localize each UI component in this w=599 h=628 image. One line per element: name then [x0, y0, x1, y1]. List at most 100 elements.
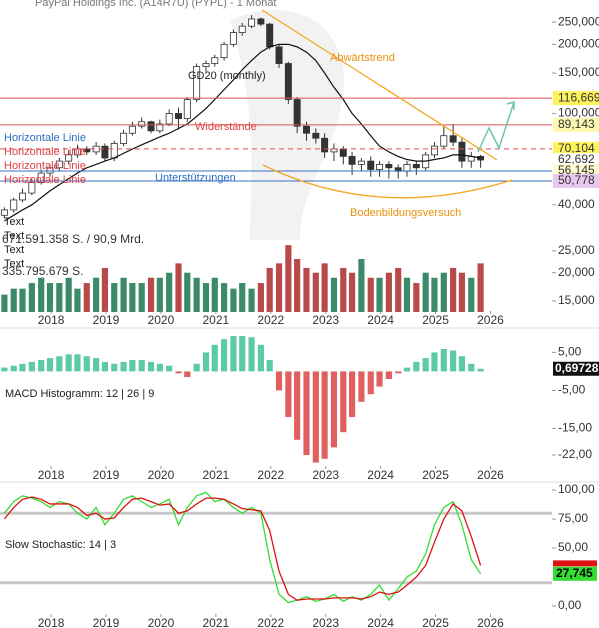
annotation: Horizontale Linie: [4, 160, 86, 172]
candle-body: [376, 163, 384, 170]
candle-body: [0, 209, 8, 216]
volume-bar: [193, 277, 200, 312]
volume-bar: [211, 277, 218, 312]
macd-bar: [257, 344, 264, 372]
macd-bar: [211, 344, 218, 372]
volume-bar: [450, 267, 457, 312]
volume-bar: [422, 272, 429, 312]
y-tick-label: 50,00: [558, 540, 588, 554]
volume-bar: [266, 267, 273, 312]
macd-bar: [28, 361, 35, 372]
value-box: [553, 566, 597, 581]
y-tick-label: 250,000: [558, 14, 599, 28]
macd-bar: [120, 361, 127, 372]
volume-bar: [257, 283, 264, 312]
candle-body: [211, 57, 219, 64]
series-label: GD20 (monthly): [188, 70, 266, 82]
macd-bar: [458, 356, 466, 372]
volume-bar: [239, 283, 246, 312]
candle-body: [293, 99, 301, 127]
candle-body: [339, 148, 347, 157]
macd-bar: [93, 358, 100, 372]
macd-bar: [376, 371, 383, 387]
y-tick-label: 200,000: [558, 37, 599, 51]
x-tick-label: 2020: [148, 468, 175, 482]
volume-bar: [431, 277, 438, 312]
volume-bar: [348, 272, 356, 312]
macd-bar: [385, 371, 392, 380]
macd-bar: [184, 371, 191, 378]
volume-bar: [385, 272, 392, 312]
macd-bar: [46, 358, 54, 372]
volume-bar: [303, 267, 310, 312]
macd-bar: [129, 360, 136, 372]
x-tick-label: 2022: [257, 313, 284, 327]
candle-body: [348, 156, 356, 165]
macd-bar: [193, 363, 200, 372]
annotation: Text: [4, 244, 24, 256]
stochastic-line: [3, 491, 482, 604]
candle-body: [55, 160, 63, 169]
volume-bar: [175, 263, 182, 312]
volume-bar: [340, 267, 347, 312]
volume-bar: [358, 259, 365, 312]
annotation: Widerstände: [195, 121, 257, 133]
macd-bar: [468, 363, 475, 372]
value-box: [553, 361, 599, 376]
candle-body: [220, 43, 228, 59]
candle-body: [37, 172, 45, 183]
trend-line: [261, 9, 498, 161]
volume-bar: [468, 277, 475, 312]
macd-bar: [56, 356, 63, 372]
volume-bar: [330, 277, 338, 312]
candle-body: [28, 182, 36, 194]
x-tick-label: 2019: [93, 468, 120, 482]
volume-bar: [312, 272, 319, 312]
candle-body: [128, 125, 136, 134]
candle-body: [312, 132, 320, 139]
volume-bar: [184, 272, 191, 312]
candle-body: [430, 145, 438, 156]
x-tick-label: 2021: [203, 313, 230, 327]
volume-bar: [56, 283, 63, 312]
volume-bar: [65, 277, 72, 312]
y-tick-label: 100,00: [558, 482, 595, 496]
volume-bar: [74, 288, 81, 312]
annotation: Horizontale Linie: [4, 174, 86, 186]
macd-bar: [239, 336, 246, 372]
macd-bar: [83, 356, 90, 372]
candle-body: [458, 141, 466, 162]
candle-body: [303, 125, 310, 134]
macd-bar: [285, 371, 292, 417]
value-label: 0,69728: [555, 361, 599, 375]
annotation: Unterstützungen: [155, 172, 236, 184]
y-tick-label: -15,00: [558, 421, 592, 435]
x-tick-label: 2025: [422, 468, 449, 482]
y-tick-label: 5,00: [558, 345, 582, 359]
annotation: 671.591.358 S. / 90,9 Mrd.: [2, 232, 144, 246]
macd-bar: [330, 371, 338, 448]
macd-bar: [101, 361, 108, 372]
macd-bar: [156, 363, 163, 372]
volume-bar: [46, 283, 54, 312]
volume-bar: [10, 288, 17, 312]
volume-bar: [129, 283, 136, 312]
chart-title: PayPal Holdings Inc. (A14R7U) (PYPL) - 1…: [35, 0, 277, 9]
y-tick-label: -5,00: [558, 383, 586, 397]
candle-body: [440, 135, 448, 147]
volume-bar: [403, 277, 411, 312]
level-box: [553, 141, 599, 156]
x-tick-label: 2023: [312, 313, 339, 327]
macd-bar: [367, 371, 374, 395]
candle-body: [284, 63, 292, 100]
moving-average: [4, 43, 481, 222]
volume-bar: [376, 277, 383, 312]
candle-body: [385, 163, 393, 169]
candle-body: [403, 163, 411, 172]
x-tick-label: 2023: [312, 616, 339, 628]
macd-bar: [38, 360, 45, 372]
volume-bar: [413, 283, 420, 312]
volume-bar: [367, 277, 374, 312]
x-tick-label: 2018: [38, 616, 65, 628]
